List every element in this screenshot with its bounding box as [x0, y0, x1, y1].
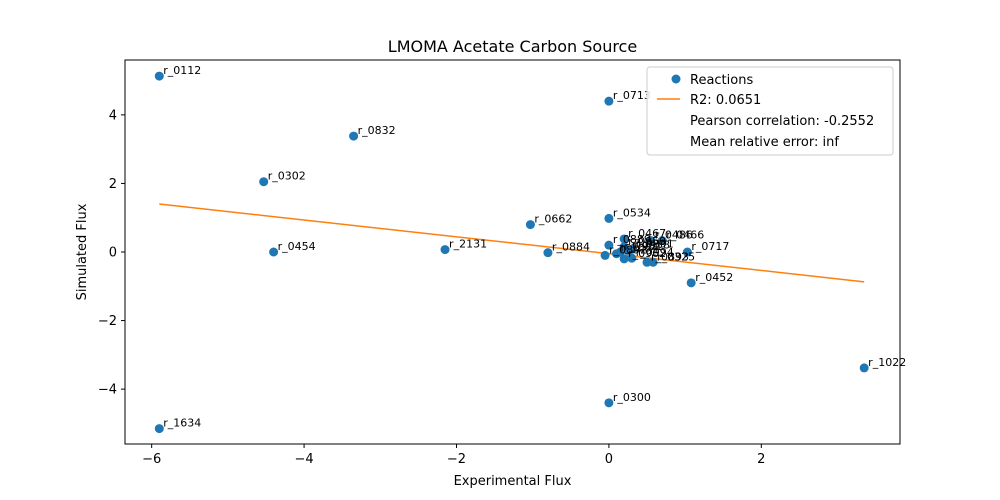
point-label-r_0325: r_0325 [657, 250, 695, 263]
point-label-r_0962: r_0962 [628, 247, 666, 260]
data-point-r_0884 [543, 248, 553, 258]
fit-line-layer [159, 203, 865, 283]
x-axis-label: Experimental Flux [454, 474, 572, 489]
legend-label-r2: R2: 0.0651 [690, 93, 761, 108]
data-point-r_0300 [604, 398, 614, 408]
legend-marker-points [671, 74, 681, 84]
point-label-r_1022: r_1022 [868, 356, 906, 369]
point-label-r_0466: r_0466 [666, 229, 704, 242]
data-point-r_0713 [604, 96, 614, 106]
point-label-r_0717: r_0717 [691, 240, 729, 253]
point-label-r_0889: r_0889 [613, 233, 651, 246]
legend-label-points: Reactions [690, 73, 753, 88]
point-label-r_0713: r_0713 [613, 89, 651, 102]
legend-pearson: Pearson correlation: -0.2552 [690, 114, 874, 129]
data-point-r_1634 [154, 424, 164, 434]
data-point-r_0302 [259, 177, 269, 187]
data-point-r_0962 [619, 254, 629, 264]
y-tick-label: −2 [98, 314, 117, 329]
legend-mean-relative-error: Mean relative error: inf [690, 135, 839, 150]
points-layer [154, 71, 869, 434]
x-tick-label: −4 [294, 452, 313, 467]
data-point-r_0662 [525, 220, 535, 230]
point-label-r_0893: r_0893 [651, 250, 689, 263]
point-label-r_0994: r_0994 [636, 246, 674, 259]
data-point-r_1054 [612, 249, 622, 259]
data-point-r_0486 [646, 236, 656, 246]
data-point-r_0994 [627, 253, 637, 263]
x-axis-ticks: −6 −4 −2 0 2 [142, 444, 765, 467]
data-point-r_1022 [859, 363, 869, 373]
point-label-r_0958: r_0958 [632, 238, 670, 251]
data-point-r_0452 [686, 278, 696, 288]
data-point-r_0454 [269, 247, 279, 257]
data-point-r_0958 [623, 245, 633, 255]
point-label-r_0892: r_0892 [609, 243, 647, 256]
y-tick-label: 4 [109, 108, 117, 123]
point-label-r_0832: r_0832 [358, 124, 396, 137]
data-point-r_0467 [619, 234, 629, 244]
point-label-r_0959: r_0959 [628, 235, 666, 248]
chart-title: LMOMA Acetate Carbon Source [388, 37, 637, 56]
data-point-r_0889 [604, 240, 614, 250]
data-point-r_0466 [657, 236, 667, 246]
x-tick-label: −2 [447, 452, 466, 467]
data-point-r_0717 [682, 247, 692, 257]
data-point-r_2131 [440, 245, 450, 255]
y-tick-label: −4 [98, 383, 117, 398]
point-label-r_0454: r_0454 [278, 240, 316, 253]
point-label-r_0662: r_0662 [534, 213, 572, 226]
legend: Reactions R2: 0.0651 Pearson correlation… [646, 66, 894, 156]
y-axis-label: Simulated Flux [75, 203, 90, 300]
x-tick-label: −6 [142, 452, 161, 467]
y-axis-ticks: −4 −2 0 2 4 [98, 108, 125, 398]
y-tick-label: 2 [109, 177, 117, 192]
point-label-r_0884: r_0884 [552, 241, 590, 254]
data-point-r_0534 [604, 213, 614, 223]
point-label-r_0112: r_0112 [163, 64, 201, 77]
point-label-r_0891: r_0891 [636, 237, 674, 250]
x-tick-label: 2 [757, 452, 765, 467]
y-tick-label: 0 [109, 246, 117, 261]
point-label-r_0961: r_0961 [624, 240, 662, 253]
data-point-r_0112 [154, 71, 164, 81]
data-point-r_0892 [600, 250, 610, 260]
legend-box [646, 66, 894, 156]
point-label-r_0534: r_0534 [613, 206, 651, 219]
point-labels-layer: r_0112 r_1634 r_0302 r_0454 r_0832 r_2131 r_06… [163, 64, 906, 429]
point-label-r_0300: r_0300 [613, 391, 651, 404]
point-label-r_0452: r_0452 [695, 271, 733, 284]
point-label-r_2131: r_2131 [449, 238, 487, 251]
data-point-r_0832 [349, 131, 359, 141]
point-label-r_0302: r_0302 [268, 170, 306, 183]
data-point-r_0325 [648, 257, 658, 267]
point-label-r_1054: r_1054 [621, 242, 659, 255]
x-tick-label: 0 [605, 452, 613, 467]
point-label-r_0467: r_0467 [628, 227, 666, 240]
point-label-r_1634: r_1634 [163, 417, 201, 430]
fit-line [159, 203, 865, 283]
point-label-r_0486: r_0486 [655, 229, 693, 242]
